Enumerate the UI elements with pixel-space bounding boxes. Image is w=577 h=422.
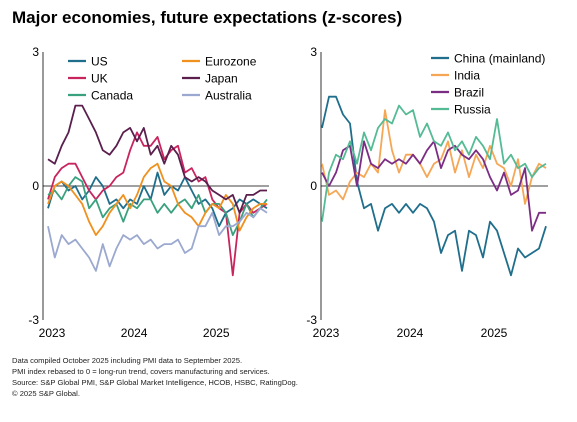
legend-label: Japan [205, 72, 238, 86]
x-tick-label: 2024 [121, 326, 148, 340]
legend-entry: Brazil [431, 86, 484, 100]
legend-entry: UK [68, 72, 108, 86]
legend-label: China (mainland) [454, 52, 545, 66]
series-line-uk [47, 131, 268, 277]
x-tick-label: 2023 [313, 326, 340, 340]
y-tick-label: 0 [310, 179, 317, 193]
legend-label: UK [91, 72, 108, 86]
legend-label: Australia [205, 89, 252, 103]
legend-entry: Eurozone [182, 55, 257, 69]
legend-entry: Australia [182, 89, 252, 103]
chart-title: Major economies, future expectations (z-… [12, 8, 403, 27]
y-tick-label: 3 [310, 45, 317, 59]
legend-entry: India [431, 69, 480, 83]
legend-entry: Japan [182, 72, 238, 86]
legend-entry: China (mainland) [431, 52, 545, 66]
legend-label: India [454, 69, 480, 83]
left-chart-panel: 3 0 -3 2023 2024 2025 US UK Canada Eurozone Japan A… [0, 40, 290, 352]
legend-entry: US [68, 55, 108, 69]
x-tick-label: 2023 [39, 326, 66, 340]
legend-label: Brazil [454, 86, 484, 100]
footnote-line: PMI index rebased to 0 = long-run trend,… [12, 367, 270, 376]
legend-label: US [91, 55, 108, 69]
series-line-russia [321, 104, 547, 222]
footnotes: Data compiled October 2025 including PMI… [12, 355, 298, 399]
series-line-japan [47, 104, 267, 214]
footnote-line: Source: S&P Global PMI, S&P Global Marke… [12, 378, 298, 387]
legend-label: Russia [454, 103, 491, 117]
y-tick-label: -3 [306, 313, 317, 327]
legend-label: Canada [91, 89, 133, 103]
footnote-line: Data compiled October 2025 including PMI… [12, 356, 243, 365]
legend-label: Eurozone [205, 55, 257, 69]
x-tick-label: 2025 [481, 326, 508, 340]
series-line-australia [47, 207, 268, 272]
right-chart-panel: 3 0 -3 2023 2024 2025 China (mainland) India Bra… [290, 40, 577, 352]
series-line-eurozone [47, 162, 267, 237]
x-tick-label: 2024 [397, 326, 424, 340]
series-line-china-mainland [321, 95, 547, 277]
footnote-line: © 2025 S&P Global. [12, 389, 80, 398]
y-tick-label: 3 [32, 45, 39, 59]
series-line-us [47, 171, 268, 228]
series-line-canada [47, 176, 268, 237]
legend-entry: Russia [431, 103, 491, 117]
x-tick-label: 2025 [203, 326, 230, 340]
y-tick-label: -3 [28, 313, 39, 327]
y-tick-label: 0 [32, 179, 39, 193]
legend-entry: Canada [68, 89, 133, 103]
